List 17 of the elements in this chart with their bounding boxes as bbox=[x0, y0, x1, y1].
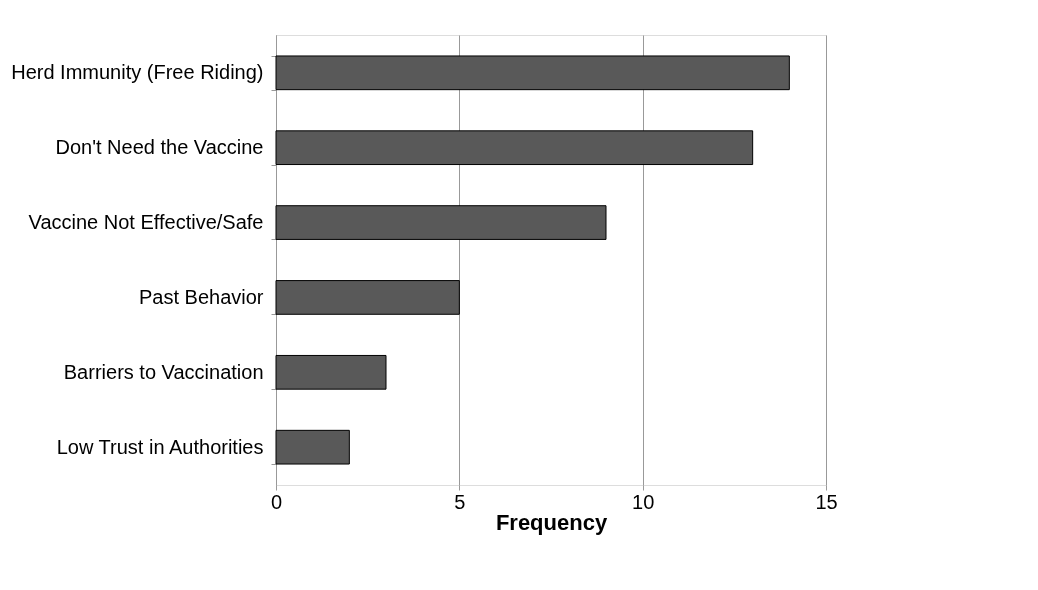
y-tick-label: Low Trust in Authorities bbox=[56, 435, 264, 458]
bar bbox=[275, 130, 754, 166]
bar bbox=[275, 429, 350, 465]
bar bbox=[275, 354, 387, 390]
bar bbox=[275, 205, 607, 240]
y-tick-label: Barriers to Vaccination bbox=[63, 360, 264, 383]
x-tick-label: 0 bbox=[270, 490, 283, 513]
x-axis-title: Frequency bbox=[495, 509, 608, 535]
bar bbox=[275, 55, 790, 91]
bar bbox=[275, 280, 460, 315]
y-tick-label: Past Behavior bbox=[138, 285, 264, 308]
x-tick-label: 10 bbox=[632, 490, 655, 513]
y-tick-label: Vaccine Not Effective/Safe bbox=[28, 211, 264, 234]
x-tick-label: 15 bbox=[815, 490, 838, 513]
y-tick-label: Don't Need the Vaccine bbox=[55, 136, 264, 159]
y-tick-label: Herd Immunity (Free Riding) bbox=[11, 61, 264, 84]
x-tick-label: 5 bbox=[454, 490, 466, 513]
